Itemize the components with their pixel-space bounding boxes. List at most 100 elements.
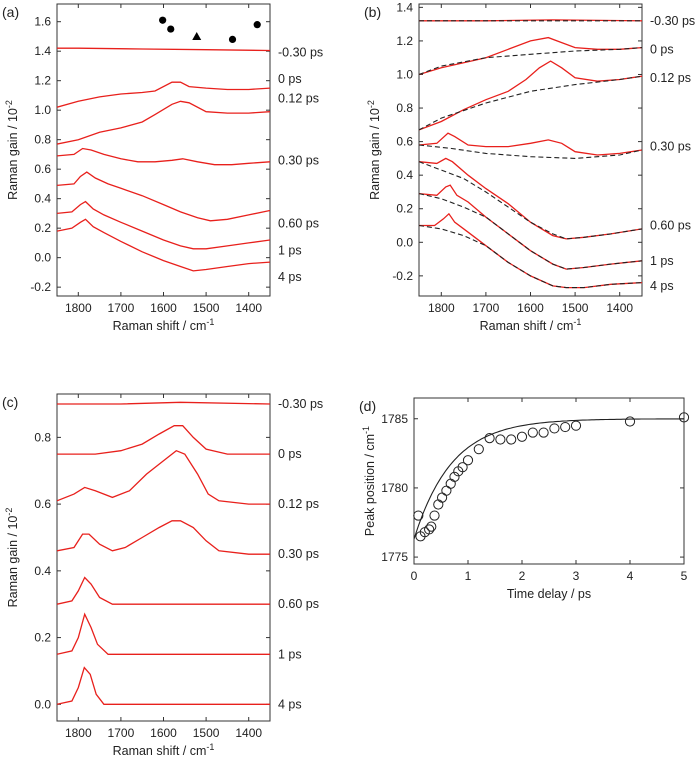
- peak-marker-circle: [228, 35, 237, 43]
- series-label: 0.30 ps: [650, 140, 691, 154]
- peak-marker-triangle: [192, 31, 202, 40]
- series-label: -0.30 ps: [650, 14, 695, 28]
- series-line-4: [57, 171, 270, 222]
- y-tick-label: 0.8: [396, 101, 413, 115]
- series-label: 1 ps: [650, 254, 674, 268]
- data-point: [426, 521, 437, 532]
- data-point: [429, 510, 440, 521]
- series-label: -0.30 ps: [278, 397, 323, 411]
- series-line-2: [57, 449, 270, 505]
- data-point: [570, 420, 582, 431]
- series-line-2: [419, 60, 642, 131]
- series-label: 0.30 ps: [278, 547, 319, 561]
- data-point: [462, 455, 474, 466]
- data-point: [506, 434, 517, 445]
- series-line-4: [57, 576, 270, 605]
- plot-frame: [413, 397, 685, 565]
- y-axis-label: Raman gain / 10-2: [4, 100, 20, 200]
- data-point: [484, 433, 495, 444]
- series-label: 4 ps: [650, 279, 674, 293]
- y-tick-label: 0.8: [34, 133, 51, 147]
- series-label: 0 ps: [650, 42, 674, 56]
- fit-line-2: [419, 75, 642, 131]
- series-line-0: [57, 47, 270, 52]
- y-tick-label: -0.2: [392, 269, 413, 283]
- series-label: 0 ps: [278, 72, 302, 86]
- series-label: 0.60 ps: [650, 219, 691, 233]
- data-point: [424, 524, 435, 535]
- series-line-5: [57, 200, 270, 250]
- y-tick-label: 1785: [381, 412, 408, 426]
- x-tick-label: 1800: [428, 301, 455, 315]
- series-line-1: [419, 36, 642, 76]
- fit-line-6: [419, 224, 642, 289]
- y-tick-label: 1.4: [34, 44, 51, 58]
- series-label: 4 ps: [278, 697, 302, 711]
- x-tick-label: 1600: [517, 301, 544, 315]
- data-point: [495, 434, 506, 445]
- data-point: [527, 427, 538, 438]
- fit-line-1: [419, 47, 642, 76]
- y-tick-label: 0.2: [34, 221, 51, 235]
- series-line-3: [57, 520, 270, 555]
- panel-label: (d): [359, 398, 376, 414]
- y-tick-label: 0.6: [396, 135, 413, 149]
- series-label: 1 ps: [278, 243, 302, 257]
- y-tick-label: 0.2: [396, 202, 413, 216]
- fit-line-3: [419, 144, 642, 159]
- x-tick-label: 5: [681, 569, 688, 583]
- series-label: 0 ps: [278, 447, 302, 461]
- x-tick-label: 0: [411, 569, 418, 583]
- y-axis-label: Peak position / cm-1: [361, 426, 377, 536]
- series-line-5: [419, 184, 642, 270]
- data-point: [436, 492, 448, 503]
- fit-curve: [414, 418, 684, 540]
- panel-a: (a)1800 1700 1600 1500 1400-0.20.00.20.40.60…: [2, 3, 323, 333]
- y-tick-label: 1.2: [396, 34, 413, 48]
- x-tick-label: 2: [519, 569, 526, 583]
- y-tick-label: 0.4: [34, 192, 51, 206]
- series-line-1: [57, 81, 270, 108]
- x-tick-label: 1700: [108, 301, 135, 315]
- plot-frame: [418, 3, 643, 297]
- y-tick-label: 0.4: [396, 168, 413, 182]
- x-tick-label: 1400: [235, 726, 262, 740]
- data-point: [538, 427, 549, 438]
- series-line-0: [57, 401, 270, 405]
- data-point: [413, 510, 424, 521]
- peak-marker-circle: [159, 16, 167, 24]
- x-tick-label: 1800: [65, 301, 92, 315]
- x-tick-label: 1500: [562, 301, 589, 315]
- y-tick-label: 0.8: [34, 430, 51, 444]
- panel-b: (b)1800 1700 1600 1500 1400-0.20.00.20.40.60…: [364, 0, 695, 333]
- y-tick-label: 0.0: [396, 235, 413, 249]
- series-line-1: [57, 425, 270, 455]
- data-point: [549, 423, 560, 434]
- series-line-2: [57, 100, 270, 145]
- data-point: [624, 416, 636, 427]
- x-axis-label: Raman shift / cm-1: [113, 317, 215, 333]
- x-axis-label: Raman shift / cm-1: [480, 317, 582, 333]
- series-line-4: [419, 157, 642, 240]
- series-label: 4 ps: [278, 270, 302, 284]
- series-label: 0.12 ps: [650, 71, 691, 85]
- x-tick-label: 1500: [193, 726, 220, 740]
- series-label: 0.12 ps: [278, 497, 319, 511]
- x-tick-label: 1600: [150, 726, 177, 740]
- panel-label: (b): [364, 4, 381, 20]
- peak-marker-circle: [253, 21, 261, 29]
- x-axis-label: Time delay / ps: [507, 587, 591, 601]
- y-tick-label: 0.0: [34, 697, 51, 711]
- data-point: [441, 485, 452, 496]
- series-line-5: [57, 612, 270, 655]
- y-tick-label: 0.6: [34, 497, 51, 511]
- data-point: [445, 478, 456, 489]
- x-tick-label: 1700: [473, 301, 500, 315]
- y-tick-label: 1.4: [396, 0, 413, 14]
- data-point: [449, 471, 460, 482]
- data-point: [678, 412, 690, 423]
- series-label: 1 ps: [278, 647, 302, 661]
- x-tick-label: 3: [573, 569, 580, 583]
- y-tick-label: 0.4: [34, 564, 51, 578]
